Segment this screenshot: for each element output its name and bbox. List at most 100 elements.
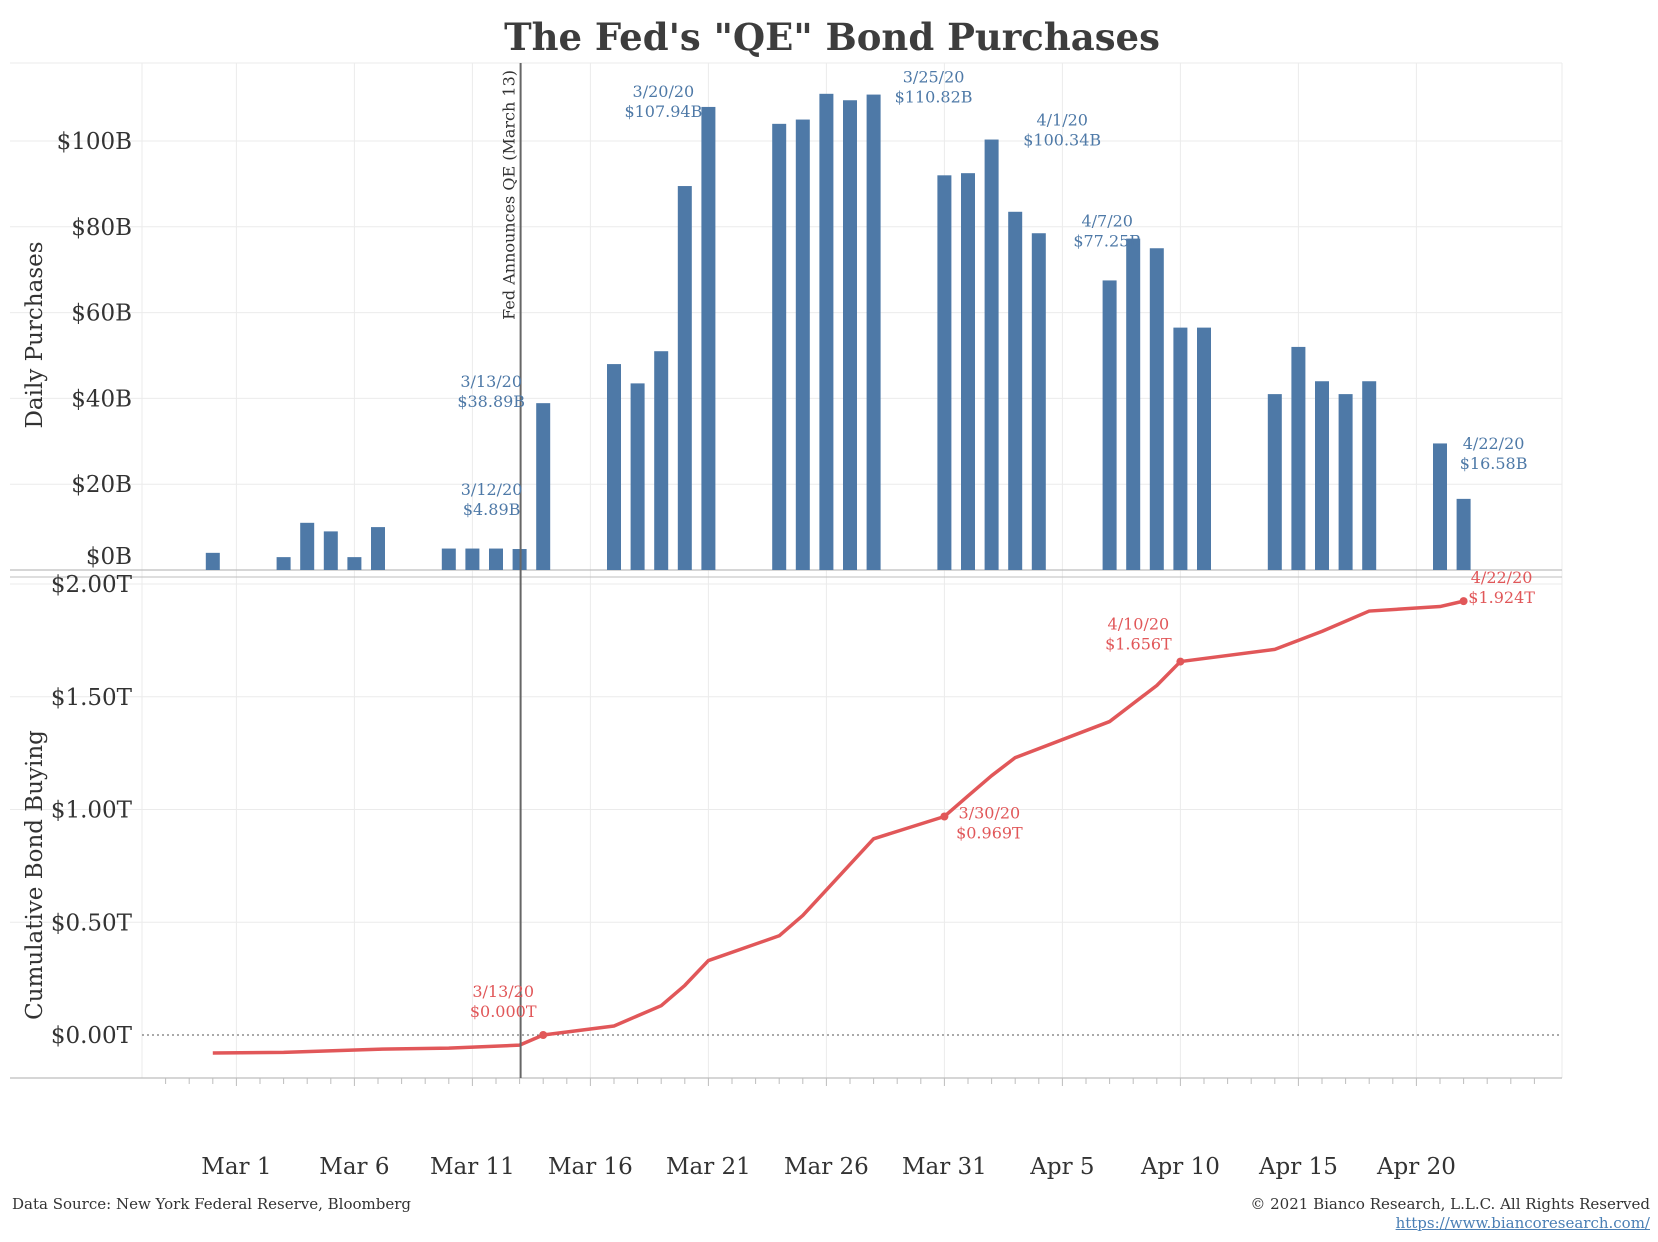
bottom-y-tick-label: $1.00T: [51, 798, 133, 824]
bar: [205, 552, 220, 570]
chart-title: The Fed's "QE" Bond Purchases: [504, 15, 1160, 59]
bar: [1008, 211, 1023, 570]
bar-annotation-value: $107.94B: [624, 102, 702, 121]
bar: [654, 351, 669, 570]
bar: [1267, 394, 1282, 570]
annotated-point: [1459, 597, 1468, 606]
annotated-point: [539, 1031, 548, 1039]
bar: [1173, 327, 1188, 570]
line-annotation-date: 4/10/20: [1108, 615, 1170, 634]
bar-annotation-date: 3/25/20: [903, 68, 965, 87]
bar: [961, 173, 975, 571]
x-tick-label: Mar 1: [201, 1154, 271, 1180]
top-y-tick-label: $40B: [71, 386, 132, 412]
x-tick-label: Mar 6: [319, 1154, 389, 1180]
bar: [465, 548, 480, 570]
bottom-y-axis: $0.00T $0.50T $1.00T $1.50T $2.00T: [51, 572, 133, 1049]
bar: [1433, 443, 1447, 570]
bar: [300, 522, 315, 570]
x-tick-label: Mar 26: [784, 1154, 869, 1180]
line-annotation-value: $1.924T: [1468, 588, 1535, 607]
cumulative-series-line: [212, 599, 1464, 1055]
bar: [937, 175, 952, 570]
x-axis: Mar 1 Mar 6 Mar 11 Mar 16 Mar 21 Mar 26 Mar 31…: [165, 1078, 1535, 1180]
x-tick-label: Apr 15: [1258, 1154, 1338, 1180]
bar: [1315, 381, 1329, 570]
x-tick-label: Mar 21: [666, 1154, 751, 1180]
x-tick-label: Mar 16: [548, 1154, 633, 1180]
bar-annotation-value: $4.89B: [463, 500, 521, 519]
bar: [1197, 327, 1211, 570]
x-tick-label: Apr 5: [1029, 1154, 1094, 1180]
line-annotation-date: 4/22/20: [1471, 568, 1533, 587]
bottom-y-tick-label: $0.00T: [51, 1023, 133, 1049]
bar: [607, 364, 621, 570]
bar: [1126, 238, 1141, 570]
bar: [701, 106, 716, 570]
bar: [1362, 381, 1377, 570]
bar: [984, 139, 999, 571]
top-y-tick-label: $100B: [57, 129, 132, 155]
bar: [677, 186, 692, 571]
x-tick-label: Apr 20: [1376, 1154, 1456, 1180]
bar: [536, 403, 551, 570]
event-line-group: Fed Announces QE (March 13): [500, 63, 522, 1078]
website-link[interactable]: https://www.biancoresearch.com/: [1395, 1214, 1650, 1232]
x-tick-label: Mar 11: [430, 1154, 515, 1180]
bar: [441, 548, 456, 570]
bar: [1456, 498, 1471, 570]
line-annotation-value: $1.656T: [1105, 635, 1172, 654]
annotated-point: [940, 812, 949, 821]
line-annotation-value: $0.000T: [470, 1002, 537, 1021]
x-tick-label: Apr 10: [1140, 1154, 1220, 1180]
bottom-y-tick-label: $1.50T: [51, 685, 133, 711]
bar: [371, 527, 385, 570]
bar: [1338, 394, 1353, 570]
bottom-y-tick-label: $0.50T: [51, 910, 133, 936]
bar: [276, 557, 291, 570]
line-annotations: 3/13/20$0.000T 3/30/20$0.969T 4/10/20$1.65…: [470, 568, 1535, 1021]
bar-annotation-date: 4/7/20: [1081, 212, 1133, 231]
bar: [489, 548, 503, 570]
top-y-tick-label: $0B: [86, 544, 132, 570]
bar-annotation-value: $16.58B: [1460, 454, 1528, 473]
bar: [347, 557, 362, 570]
bar: [843, 100, 857, 571]
x-tick-label: Mar 31: [902, 1154, 987, 1180]
bar-annotation-date: 4/1/20: [1036, 111, 1088, 130]
bar-annotation-date: 3/13/20: [460, 372, 522, 391]
top-y-tick-label: $20B: [71, 472, 132, 498]
bar: [1031, 233, 1046, 571]
bottom-y-tick-label: $2.00T: [51, 572, 133, 598]
bar: [630, 383, 645, 570]
bar: [323, 531, 338, 570]
cumulative-line: [212, 597, 1468, 1055]
bar: [772, 123, 787, 570]
bar-annotation-value: $38.89B: [457, 392, 525, 411]
panel-frames: [10, 62, 1563, 1079]
bottom-y-axis-title: Cumulative Bond Buying: [22, 730, 48, 1020]
line-annotation-value: $0.969T: [956, 823, 1023, 842]
bar: [1102, 280, 1117, 570]
bar: [795, 119, 810, 571]
top-y-axis: $0B $20B $40B $60B $80B $100B: [57, 129, 132, 570]
bar-annotation-value: $110.82B: [895, 88, 973, 107]
copyright: © 2021 Bianco Research, L.L.C. All Right…: [1250, 1195, 1650, 1213]
top-y-axis-title: Daily Purchases: [22, 241, 48, 428]
top-y-tick-label: $60B: [71, 301, 132, 327]
bar-annotation-date: 3/20/20: [633, 82, 695, 101]
annotated-point: [1176, 657, 1185, 666]
bar-annotation-date: 3/12/20: [461, 480, 523, 499]
bar: [1149, 248, 1164, 570]
bar: [1291, 346, 1306, 570]
daily-purchase-bars: [205, 93, 1471, 571]
bar-annotations: 3/12/20$4.89B 3/13/20$38.89B 3/20/20$107.9…: [457, 68, 1527, 519]
bar: [866, 94, 881, 570]
line-annotation-date: 3/13/20: [472, 982, 534, 1001]
bar: [819, 93, 834, 570]
qe-announcement-label: Fed Announces QE (March 13): [500, 70, 519, 320]
line-annotation-date: 3/30/20: [959, 803, 1021, 822]
top-y-tick-label: $80B: [71, 215, 132, 241]
bar-annotation-value: $77.25B: [1073, 232, 1141, 251]
